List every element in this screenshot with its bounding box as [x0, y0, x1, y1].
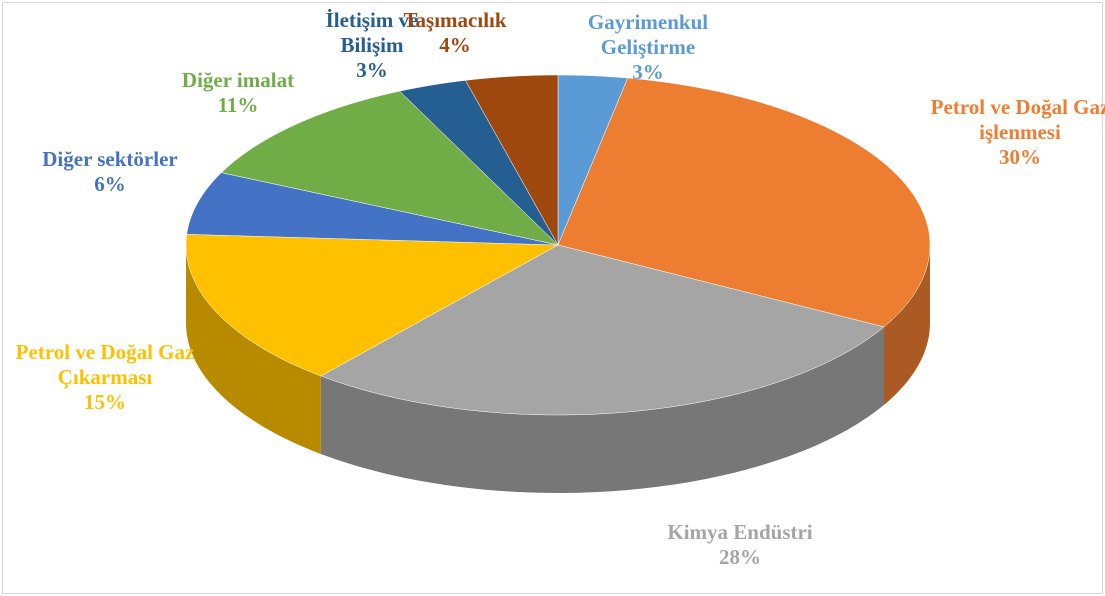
label-name: Taşımacılık	[403, 8, 507, 32]
label-value: 3%	[632, 60, 664, 84]
slice	[220, 90, 559, 246]
data-label: Gayrimenkul Geliştirme 3%	[563, 10, 733, 85]
label-name: Diğer imalat	[181, 68, 295, 92]
data-label: İletişim ve Bilişim 3%	[317, 8, 427, 83]
data-label: Petrol ve Doğal Gaz işlenmesi 30%	[930, 95, 1105, 170]
label-value: 6%	[94, 172, 126, 196]
data-label: Diğer imalat 11%	[158, 68, 318, 118]
data-label: Kimya Endüstri 28%	[630, 520, 850, 570]
data-label: Diğer sektörler 6%	[10, 147, 210, 197]
slice	[465, 74, 559, 246]
slice	[320, 244, 885, 416]
slice-side	[320, 326, 884, 493]
slice	[185, 234, 559, 377]
label-value: 11%	[217, 93, 259, 117]
label-value: 15%	[84, 390, 126, 414]
label-name: Petrol ve Doğal Gaz işlenmesi	[930, 95, 1105, 144]
label-value: 30%	[999, 145, 1041, 169]
slice-side	[883, 245, 930, 405]
label-value: 3%	[356, 58, 388, 82]
label-name: Kimya Endüstri	[667, 520, 813, 544]
slice	[557, 77, 931, 328]
label-name: Diğer sektörler	[42, 147, 178, 171]
slice	[399, 80, 559, 246]
data-label: Taşımacılık 4%	[385, 8, 525, 58]
data-label: Petrol ve Doğal Gaz Çıkarması 15%	[5, 340, 205, 415]
label-name: Gayrimenkul Geliştirme	[587, 10, 709, 59]
label-name: İletişim ve Bilişim	[325, 8, 419, 57]
slice	[186, 172, 559, 246]
label-value: 4%	[439, 33, 471, 57]
slice-side	[186, 245, 321, 454]
slice	[557, 74, 629, 246]
label-name: Petrol ve Doğal Gaz Çıkarması	[15, 340, 195, 389]
label-value: 28%	[719, 545, 761, 569]
